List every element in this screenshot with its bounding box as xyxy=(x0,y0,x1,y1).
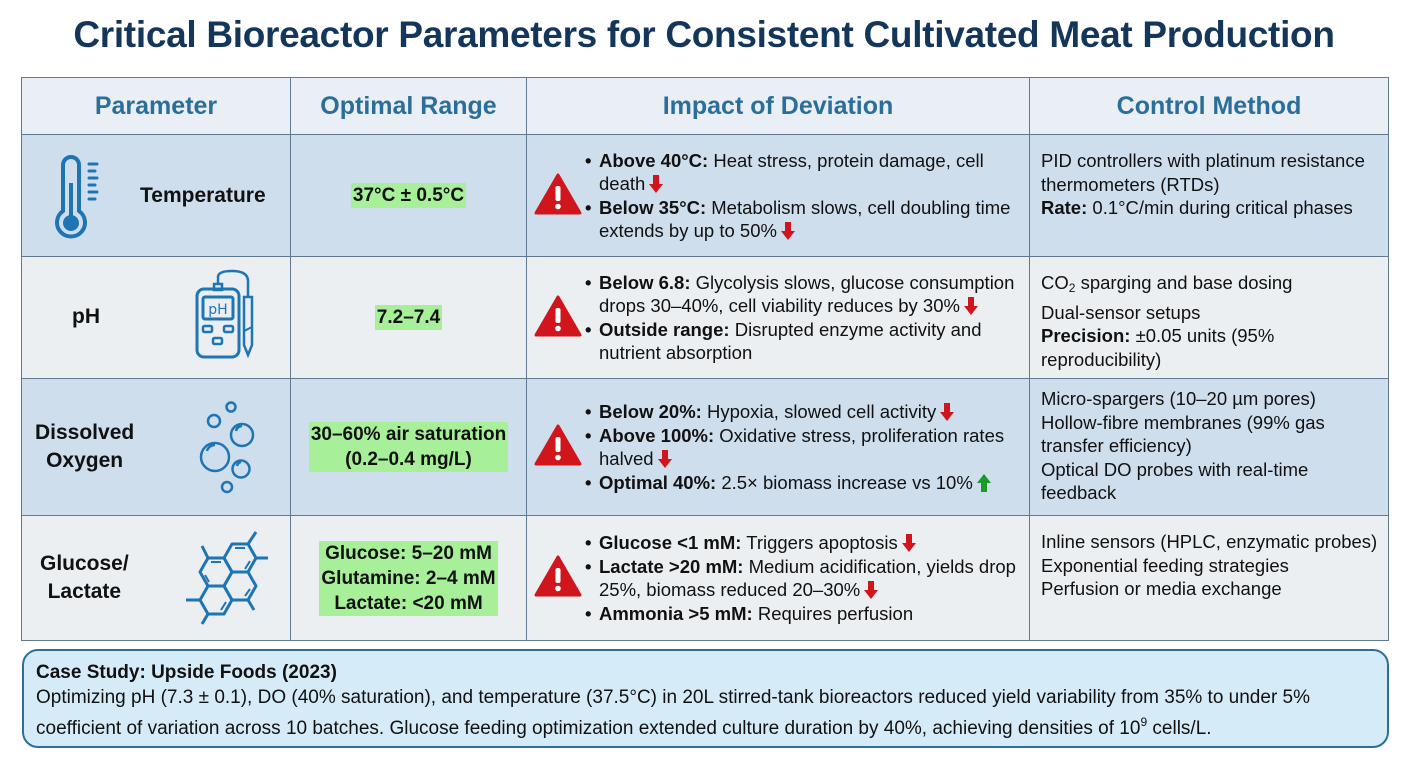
control-method-cell: Inline sensors (HPLC, enzymatic probes) … xyxy=(1029,515,1389,641)
arrow-down-icon xyxy=(940,403,955,421)
impact-item: Ammonia >5 mM: Requires perfusion xyxy=(582,602,1023,626)
ph-meter-icon: pH xyxy=(195,269,254,359)
arrow-down-icon xyxy=(649,175,664,193)
impact-item: Above 100%: Oxidative stress, proliferat… xyxy=(582,424,1023,471)
header-impact: Impact of Deviation xyxy=(526,77,1030,135)
control-item: Optical DO probes with real-time feedbac… xyxy=(1041,458,1309,504)
optimal-range-cell: 30–60% air saturation (0.2–0.4 mg/L) xyxy=(290,378,527,516)
control-method-cell: Micro-spargers (10–20 µm pores) Hollow-f… xyxy=(1029,378,1389,516)
warning-icon xyxy=(534,173,582,214)
table-row: Dissolved Oxygen xyxy=(21,378,1389,516)
impact-cell: Glucose <1 mM: Triggers apoptosis Lactat… xyxy=(526,515,1030,641)
parameter-cell: Glucose/ Lactate xyxy=(21,515,291,641)
impact-item: Below 6.8: Glycolysis slows, glucose con… xyxy=(582,271,1023,318)
optimal-range-value: 7.2–7.4 xyxy=(374,305,443,330)
impact-cell: Below 20%: Hypoxia, slowed cell activity… xyxy=(526,378,1030,516)
control-item: Rate: 0.1°C/min during critical phases xyxy=(1041,197,1353,218)
table-row: Temperature 37°C ± 0.5°C Above 40°C: Hea… xyxy=(21,134,1389,257)
control-item: Exponential feeding strategies xyxy=(1041,554,1289,576)
optimal-range-cell: Glucose: 5–20 mM Glutamine: 2–4 mM Lacta… xyxy=(290,515,527,641)
table-row: Glucose/ Lactate xyxy=(21,515,1389,641)
parameters-table: Parameter Optimal Range Impact of Deviat… xyxy=(21,77,1389,641)
arrow-down-icon xyxy=(657,450,672,468)
parameter-cell: Temperature xyxy=(21,134,291,257)
warning-icon xyxy=(534,424,582,466)
arrow-down-icon xyxy=(963,297,978,315)
impact-item: Outside range: Disrupted enzyme activity… xyxy=(582,318,1023,365)
table-row: pH pH 7.2–7.4 xyxy=(21,256,1389,379)
case-study-body: Optimizing pH (7.3 ± 0.1), DO (40% satur… xyxy=(36,687,1311,739)
control-item: PID controllers with platinum resistance… xyxy=(1041,150,1365,195)
control-item: Hollow-fibre membranes (99% gas transfer… xyxy=(1041,411,1325,457)
molecule-icon xyxy=(186,531,268,625)
bubbles-icon xyxy=(199,401,255,494)
header-parameter: Parameter xyxy=(21,77,291,135)
warning-icon xyxy=(534,555,582,597)
parameter-name: pH xyxy=(72,305,100,328)
impact-item: Glucose <1 mM: Triggers apoptosis xyxy=(582,531,1023,555)
thermometer-icon xyxy=(55,155,99,239)
optimal-range-cell: 37°C ± 0.5°C xyxy=(290,134,527,257)
arrow-down-icon xyxy=(780,222,795,240)
control-item: Micro-spargers (10–20 µm pores) xyxy=(1041,388,1316,409)
case-study-title: Case Study: Upside Foods (2023) xyxy=(36,662,337,683)
impact-item: Below 35°C: Metabolism slows, cell doubl… xyxy=(582,196,1023,243)
page-title: Critical Bioreactor Parameters for Consi… xyxy=(73,14,1335,55)
header-optimal-range: Optimal Range xyxy=(290,77,527,135)
optimal-range-value: 30–60% air saturation (0.2–0.4 mg/L) xyxy=(308,422,509,472)
control-method-cell: CO2 sparging and base dosing Dual-sensor… xyxy=(1029,256,1389,379)
impact-cell: Below 6.8: Glycolysis slows, glucose con… xyxy=(526,256,1030,379)
svg-text:pH: pH xyxy=(208,302,227,318)
warning-icon xyxy=(534,295,582,336)
parameter-cell: pH pH xyxy=(21,256,291,379)
optimal-range-value: 37°C ± 0.5°C xyxy=(350,183,467,208)
control-item: Perfusion or media exchange xyxy=(1041,578,1282,599)
control-item: Inline sensors (HPLC, enzymatic probes) xyxy=(1041,531,1378,552)
impact-item: Above 40°C: Heat stress, protein damage,… xyxy=(582,149,1023,196)
impact-item: Lactate >20 mM: Medium acidification, yi… xyxy=(582,555,1023,602)
header-control-method: Control Method xyxy=(1029,77,1389,135)
control-item: Precision: ±0.05 units (95% reproducibil… xyxy=(1041,325,1275,370)
impact-item: Optimal 40%: 2.5× biomass increase vs 10… xyxy=(582,471,1023,495)
parameter-cell: Dissolved Oxygen xyxy=(21,378,291,516)
arrow-up-icon xyxy=(976,473,991,492)
arrow-down-icon xyxy=(864,581,879,599)
table-header-row: Parameter Optimal Range Impact of Deviat… xyxy=(21,77,1389,135)
parameter-name: Glucose/ Lactate xyxy=(40,552,129,603)
control-item: CO2 sparging and base dosing xyxy=(1041,272,1293,295)
impact-cell: Above 40°C: Heat stress, protein damage,… xyxy=(526,134,1030,257)
impact-item: Below 20%: Hypoxia, slowed cell activity xyxy=(582,400,1023,424)
control-method-cell: PID controllers with platinum resistance… xyxy=(1029,134,1389,257)
arrow-down-icon xyxy=(901,534,916,552)
parameter-name: Temperature xyxy=(140,184,266,207)
control-item: Dual-sensor setups xyxy=(1041,301,1201,323)
optimal-range-cell: 7.2–7.4 xyxy=(290,256,527,379)
case-study-box: Case Study: Upside Foods (2023) Optimizi… xyxy=(22,649,1389,748)
parameter-name: Dissolved Oxygen xyxy=(35,421,135,472)
optimal-range-value: Glucose: 5–20 mM Glutamine: 2–4 mM Lacta… xyxy=(319,540,498,616)
